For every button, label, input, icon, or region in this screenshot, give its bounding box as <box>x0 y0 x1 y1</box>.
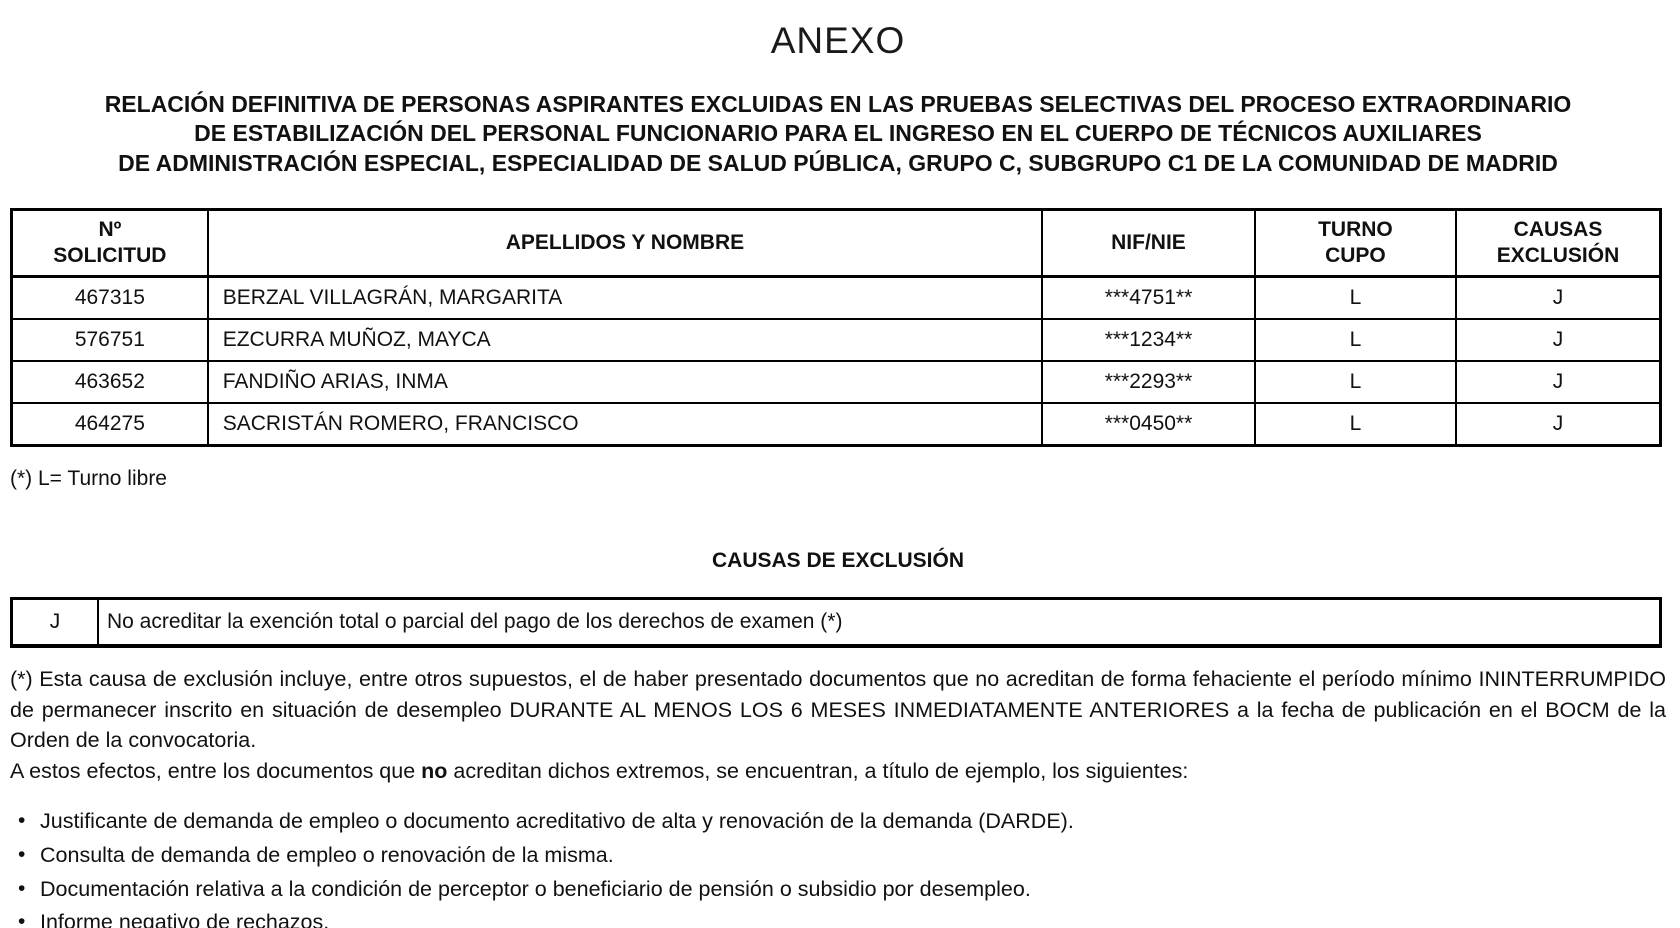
cause-code: J <box>10 597 99 648</box>
cell-nif: ***0450** <box>1041 402 1256 447</box>
header-causas: CAUSAS EXCLUSIÓN <box>1455 208 1662 279</box>
turno-libre-footnote: (*) L= Turno libre <box>10 467 167 491</box>
cell-nif: ***1234** <box>1041 318 1256 363</box>
cell-nombre: EZCURRA MUÑOZ, MAYCA <box>206 318 1044 363</box>
cell-turno: L <box>1253 402 1458 447</box>
note-paragraph: A estos efectos, entre los documentos qu… <box>10 756 1666 787</box>
cell-nif: ***2293** <box>1041 360 1256 405</box>
note-text-after: acreditan dichos extremos, se encuentran… <box>447 758 1189 783</box>
list-item: Documentación relativa a la condición de… <box>10 877 1666 901</box>
header-nombre: APELLIDOS Y NOMBRE <box>206 208 1044 279</box>
document-heading: RELACIÓN DEFINITIVA DE PERSONAS ASPIRANT… <box>104 91 1572 176</box>
cell-turno: L <box>1253 360 1458 405</box>
cell-turno: L <box>1253 318 1458 363</box>
table-row: 463652 FANDIÑO ARIAS, INMA ***2293** L J <box>10 360 1662 405</box>
cause-description: No acreditar la exención total o parcial… <box>97 597 1662 648</box>
cell-causas: J <box>1455 360 1662 405</box>
cell-turno: L <box>1253 275 1458 321</box>
note-paragraph: (*) Esta causa de exclusión incluye, ent… <box>10 667 1666 753</box>
header-turno: TURNO CUPO <box>1253 208 1458 279</box>
causes-section-title: CAUSAS DE EXCLUSIÓN <box>711 549 965 573</box>
document-examples-list: Justificante de demanda de empleo o docu… <box>10 810 1666 928</box>
cell-causas: J <box>1455 402 1662 447</box>
cell-nombre: BERZAL VILLAGRÁN, MARGARITA <box>206 275 1044 321</box>
cell-solicitud: 467315 <box>10 275 209 321</box>
note-text-before: A estos efectos, entre los documentos qu… <box>10 758 422 783</box>
exclusion-causes-table: J No acreditar la exención total o parci… <box>10 597 1662 649</box>
page-title: ANEXO <box>770 20 906 61</box>
cause-row: J No acreditar la exención total o parci… <box>10 597 1662 648</box>
table-header-row: Nº SOLICITUD APELLIDOS Y NOMBRE NIF/NIE … <box>10 208 1662 279</box>
excluded-applicants-table: Nº SOLICITUD APELLIDOS Y NOMBRE NIF/NIE … <box>10 208 1662 448</box>
cell-nombre: SACRISTÁN ROMERO, FRANCISCO <box>206 402 1044 447</box>
exclusion-notes: (*) Esta causa de exclusión incluye, ent… <box>10 664 1666 786</box>
cell-solicitud: 576751 <box>10 318 209 363</box>
cell-nombre: FANDIÑO ARIAS, INMA <box>206 360 1044 405</box>
table-row: 464275 SACRISTÁN ROMERO, FRANCISCO ***04… <box>10 402 1662 447</box>
header-nif: NIF/NIE <box>1041 208 1256 279</box>
cell-solicitud: 464275 <box>10 402 209 447</box>
note-text-bold: no <box>421 758 448 783</box>
header-solicitud: Nº SOLICITUD <box>10 208 209 279</box>
list-item: Justificante de demanda de empleo o docu… <box>10 810 1666 833</box>
list-item: Consulta de demanda de empleo o renovaci… <box>10 844 1666 867</box>
table-row: 467315 BERZAL VILLAGRÁN, MARGARITA ***47… <box>10 275 1662 321</box>
cell-causas: J <box>1455 275 1662 321</box>
cell-nif: ***4751** <box>1041 275 1256 321</box>
list-item: Informe negativo de rechazos. <box>10 911 1666 928</box>
cell-solicitud: 463652 <box>10 360 209 405</box>
table-row: 576751 EZCURRA MUÑOZ, MAYCA ***1234** L … <box>10 318 1662 363</box>
cell-causas: J <box>1455 318 1662 363</box>
